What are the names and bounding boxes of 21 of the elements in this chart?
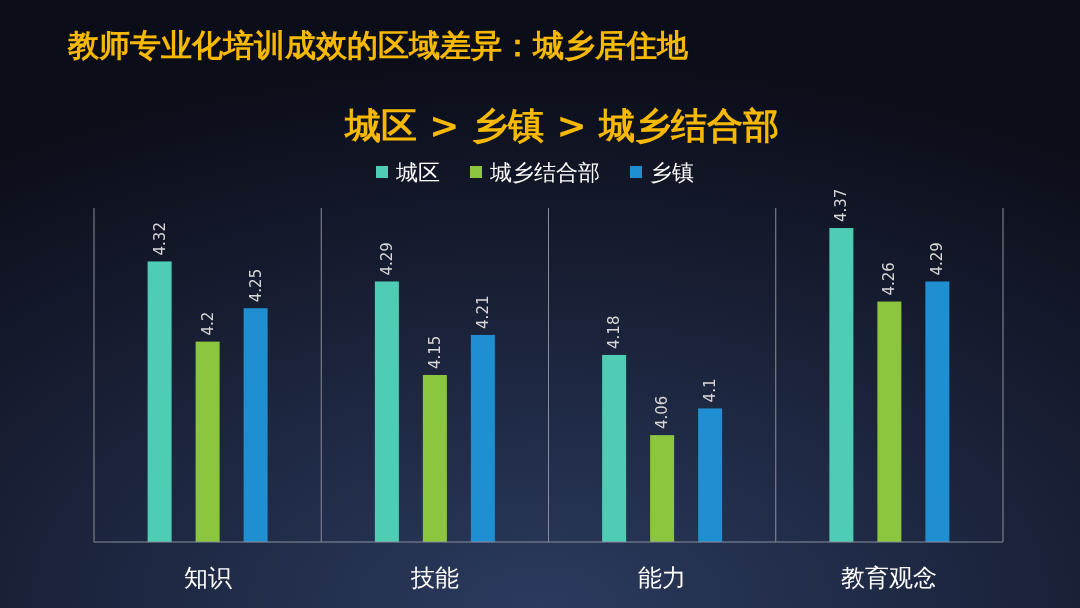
x-tick-label: 教育观念 bbox=[841, 564, 938, 592]
chart-subtitle: 城区 > 乡镇 > 城乡结合部 bbox=[342, 105, 780, 146]
data-label: 4.37 bbox=[832, 188, 851, 223]
data-label: 4.2 bbox=[198, 311, 217, 336]
data-label: 4.06 bbox=[653, 395, 672, 430]
x-tick-label: 知识 bbox=[183, 564, 232, 592]
x-tick-label: 能力 bbox=[638, 564, 687, 592]
data-label: 4.18 bbox=[605, 315, 624, 349]
data-label: 4.29 bbox=[928, 242, 947, 276]
data-label: 4.32 bbox=[150, 222, 169, 256]
data-label: 4.21 bbox=[473, 295, 492, 329]
data-label: 4.15 bbox=[425, 335, 444, 369]
data-label: 4.25 bbox=[246, 268, 265, 303]
data-label: 4.1 bbox=[701, 378, 720, 403]
data-label: 4.26 bbox=[880, 262, 899, 296]
chart-title: 教师专业化培训成效的区域差异：城乡居住地 bbox=[67, 27, 689, 63]
data-label: 4.29 bbox=[377, 242, 396, 276]
legend-label: 乡镇 bbox=[650, 160, 694, 185]
legend-label: 城乡结合部 bbox=[489, 160, 600, 185]
legend-label: 城区 bbox=[395, 160, 440, 185]
x-tick-label: 技能 bbox=[409, 564, 459, 592]
